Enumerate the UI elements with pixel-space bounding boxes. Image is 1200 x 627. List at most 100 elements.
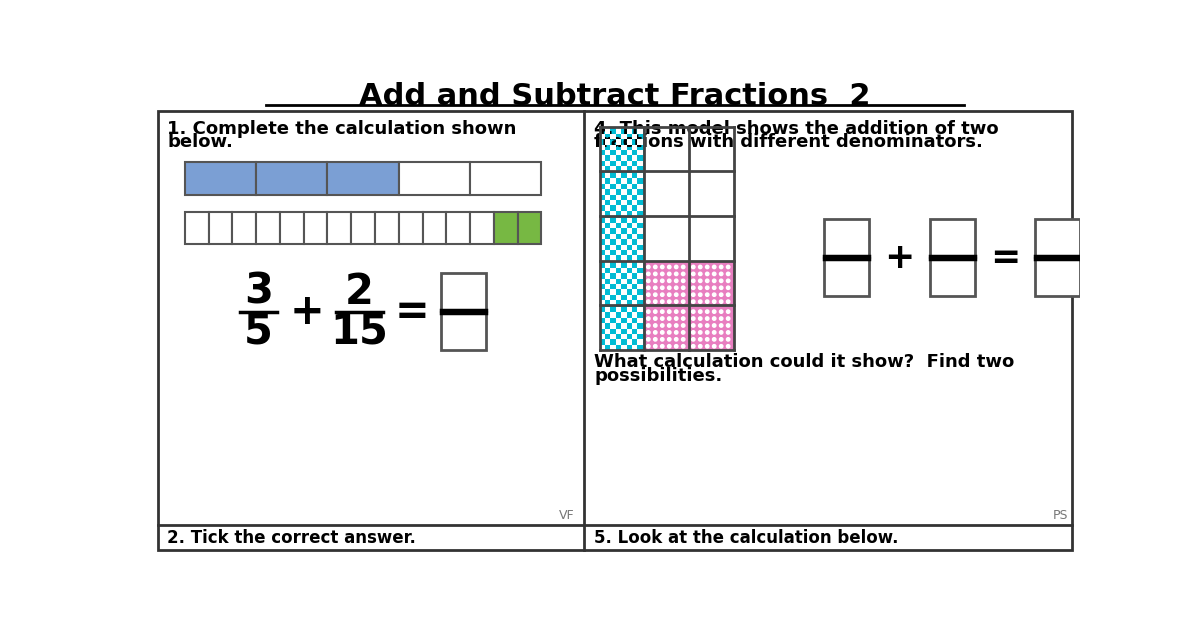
Bar (398, 211, 422, 244)
Circle shape (713, 279, 716, 283)
Bar (611, 234, 616, 240)
Circle shape (691, 345, 695, 348)
Bar (622, 145, 626, 150)
Circle shape (726, 272, 730, 276)
Circle shape (667, 310, 671, 314)
Bar (605, 262, 611, 268)
Bar (600, 245, 605, 250)
Bar (637, 206, 643, 211)
Bar (600, 200, 605, 206)
Bar (611, 323, 616, 329)
Circle shape (667, 272, 671, 276)
Circle shape (720, 330, 722, 334)
Bar (600, 323, 605, 329)
Bar (622, 245, 626, 250)
Bar (632, 234, 637, 240)
Bar (616, 273, 622, 278)
Text: Add and Subtract Fractions  2: Add and Subtract Fractions 2 (359, 82, 871, 110)
Circle shape (706, 286, 709, 290)
Circle shape (691, 338, 695, 341)
Bar (616, 329, 622, 334)
Bar (637, 250, 643, 255)
Bar (616, 318, 622, 323)
Bar (600, 166, 605, 172)
Circle shape (706, 272, 709, 276)
Circle shape (726, 300, 730, 303)
Circle shape (720, 317, 722, 320)
Bar (930, 219, 974, 256)
Bar (626, 339, 632, 345)
Circle shape (647, 324, 650, 327)
Bar (611, 334, 616, 339)
Circle shape (667, 279, 671, 283)
Bar (622, 345, 626, 350)
Bar (689, 172, 734, 216)
Bar (600, 179, 605, 184)
Bar (616, 240, 622, 245)
Bar (470, 211, 494, 244)
Bar (626, 273, 632, 278)
Bar (637, 184, 643, 189)
Bar (637, 273, 643, 278)
Bar (611, 134, 616, 139)
Circle shape (691, 317, 695, 320)
Bar (611, 345, 616, 350)
Bar (600, 312, 605, 318)
Circle shape (698, 345, 702, 348)
Bar (637, 173, 643, 179)
Bar (632, 255, 637, 261)
Bar (605, 218, 611, 223)
Bar (644, 127, 690, 172)
Bar (611, 268, 616, 273)
Bar (637, 240, 643, 245)
Bar (622, 166, 626, 172)
Bar (632, 323, 637, 329)
Circle shape (706, 345, 709, 348)
Circle shape (713, 293, 716, 297)
Bar (930, 260, 974, 296)
Bar (605, 184, 611, 189)
Circle shape (654, 300, 658, 303)
Bar (605, 240, 611, 245)
Circle shape (654, 293, 658, 297)
Bar (611, 255, 616, 261)
Bar (616, 307, 622, 312)
Bar (622, 278, 626, 284)
Bar (637, 318, 643, 323)
Text: +: + (884, 241, 914, 275)
Bar (600, 268, 605, 273)
Bar (622, 134, 626, 139)
Bar (626, 161, 632, 166)
Bar (626, 129, 632, 134)
Bar (611, 223, 616, 228)
Bar (616, 228, 622, 234)
Bar (632, 200, 637, 206)
Text: 3: 3 (244, 271, 274, 313)
Circle shape (691, 279, 695, 283)
Circle shape (713, 286, 716, 290)
Circle shape (726, 345, 730, 348)
Bar (616, 150, 622, 155)
Circle shape (667, 338, 671, 341)
Circle shape (706, 338, 709, 341)
Circle shape (682, 310, 685, 314)
Bar (632, 179, 637, 184)
Circle shape (667, 324, 671, 327)
Circle shape (698, 286, 702, 290)
Bar (600, 155, 605, 161)
Bar (616, 129, 622, 134)
Bar (622, 334, 626, 339)
Circle shape (647, 265, 650, 268)
Circle shape (706, 324, 709, 327)
Circle shape (654, 265, 658, 268)
Circle shape (660, 279, 664, 283)
Circle shape (647, 286, 650, 290)
Bar (600, 216, 644, 261)
Bar (1036, 260, 1080, 296)
Bar (605, 194, 611, 200)
Bar (605, 161, 611, 166)
Circle shape (647, 300, 650, 303)
Circle shape (706, 300, 709, 303)
Circle shape (706, 330, 709, 334)
Text: What calculation could it show?  Find two: What calculation could it show? Find two (594, 352, 1014, 371)
